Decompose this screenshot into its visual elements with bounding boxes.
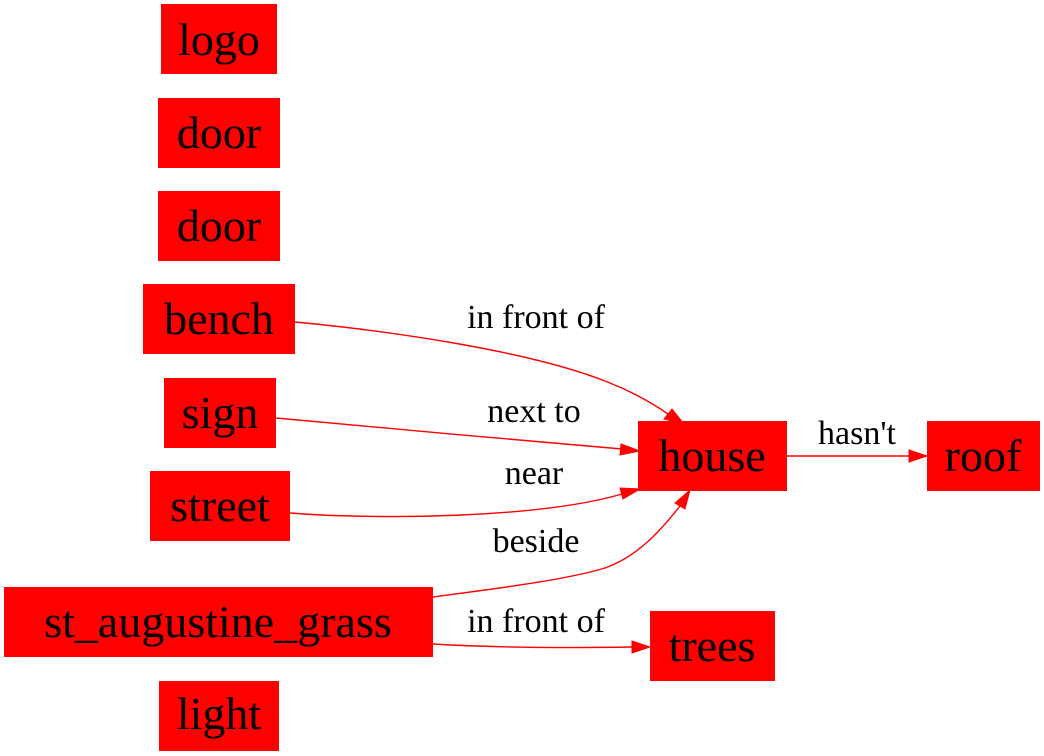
arrowhead <box>631 640 652 654</box>
node-logo: logo <box>161 4 277 74</box>
edge-label: beside <box>493 523 580 560</box>
node-roof: roof <box>927 421 1040 491</box>
node-label: bench <box>164 293 274 344</box>
node-label: logo <box>178 14 260 65</box>
node-box <box>158 98 280 168</box>
node-label: light <box>177 688 262 739</box>
node-label: house <box>658 430 765 481</box>
node-box <box>161 4 277 74</box>
edge-line <box>275 417 623 450</box>
node-label: roof <box>945 430 1022 481</box>
node-label: st_augustine_grass <box>44 596 392 647</box>
edge-label: in front of <box>467 603 606 640</box>
node-street: street <box>150 471 290 541</box>
node-st-augustine-grass: st_augustine_grass <box>4 587 433 657</box>
arrowhead <box>619 487 642 500</box>
node-box <box>164 378 276 448</box>
edge-label: hasn't <box>818 415 896 452</box>
node-box <box>150 471 290 541</box>
edge-label: near <box>505 455 564 492</box>
edge-grass-house: beside <box>432 488 691 598</box>
edge-bench-house: in front of <box>294 299 686 425</box>
node-label: door <box>177 200 261 251</box>
node-box <box>159 681 279 751</box>
arrowhead <box>674 488 691 510</box>
arrowhead <box>619 443 642 456</box>
edge-label: next to <box>487 393 580 430</box>
edge-street-house: near <box>289 455 642 518</box>
node-label: street <box>170 480 270 531</box>
node-box <box>927 421 1040 491</box>
node-box <box>158 191 280 261</box>
arrowhead <box>908 449 929 463</box>
edge-line <box>432 505 681 598</box>
edge-line <box>432 643 633 649</box>
edge-house-roof: hasn't <box>787 415 929 463</box>
node-box <box>143 284 295 354</box>
edge-line <box>289 493 623 518</box>
node-sign: sign <box>164 378 276 448</box>
edge-sign-house: next to <box>275 393 642 456</box>
node-box <box>650 611 775 681</box>
node-label: sign <box>182 387 259 438</box>
node-house: house <box>638 421 787 491</box>
node-label: door <box>177 107 261 158</box>
node-bench: bench <box>143 284 295 354</box>
edge-line <box>294 321 669 415</box>
node-label: trees <box>669 620 756 671</box>
node-light: light <box>159 681 279 751</box>
edge-label: in front of <box>467 299 606 336</box>
node-door: door <box>158 191 280 261</box>
node-box <box>4 587 433 657</box>
node-door: door <box>158 98 280 168</box>
edge-grass-trees: in front of <box>432 603 652 654</box>
node-trees: trees <box>650 611 775 681</box>
node-box <box>638 421 787 491</box>
